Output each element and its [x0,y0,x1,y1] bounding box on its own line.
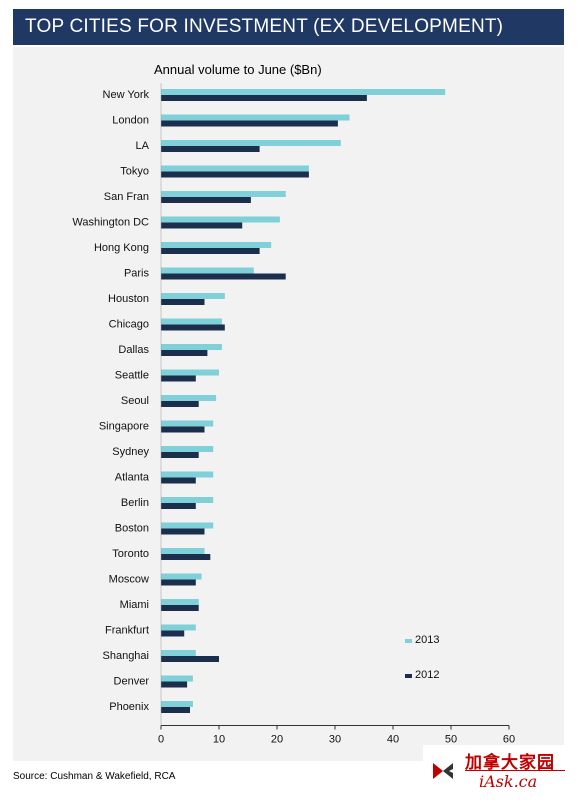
x-tick-label: 20 [271,734,283,746]
header-banner: TOP CITIES FOR INVESTMENT (EX DEVELOPMEN… [13,9,564,45]
bar-2012 [161,554,211,560]
logo-divider [465,770,565,771]
bar-2012 [161,452,199,458]
logo-mark-icon [433,763,453,779]
bar-2013 [161,446,214,452]
bar-2013 [161,522,214,529]
bar-2012 [161,401,199,407]
category-label: Boston [115,523,149,535]
bar-2013 [161,242,272,248]
bar-2012 [161,299,205,305]
category-label: Frankfurt [105,625,149,637]
category-label: Dallas [118,344,149,356]
x-tick-label: 30 [329,734,341,746]
bar-2012 [161,273,286,280]
bar-2013 [161,165,309,172]
category-label: Denver [114,676,150,688]
bar-2013 [161,701,193,707]
bar-2012 [161,707,190,713]
bar-2013 [161,267,254,274]
bar-2013 [161,114,350,121]
logo-chinese-text: 加拿大家园 [465,753,555,773]
chart-panel: Annual volume to June ($Bn) New York Londo… [13,47,564,761]
header-title: TOP CITIES FOR INVESTMENT (EX DEVELOPMEN… [25,16,504,37]
logo-english-text: iAsk.ca [479,772,538,791]
category-label: Moscow [109,574,149,586]
bar-2012 [161,95,367,101]
bar-2013 [161,420,214,427]
category-label: Hong Kong [94,242,149,254]
bar-2013 [161,140,341,146]
category-label: LA [136,140,150,152]
category-label: Paris [124,268,150,280]
x-tick-label: 40 [387,734,399,746]
bar-2012 [161,503,196,509]
bar-2012 [161,681,188,688]
bar-2013 [161,216,280,223]
category-label: Chicago [109,319,149,331]
category-label: Miami [120,599,149,611]
source-note: Source: Cushman & Wakefield, RCA [13,771,176,782]
x-tick-label: 60 [503,734,515,746]
category-label: Seattle [115,370,149,382]
chart-title: Annual volume to June ($Bn) [154,62,322,77]
bar-2013 [161,471,214,478]
legend-swatch-2012 [405,674,412,678]
bar-2012 [161,375,196,382]
bar-2012 [161,426,205,433]
bar-2012 [161,120,338,127]
bar-2013 [161,599,199,605]
bar-2013 [161,675,193,682]
bar-2012 [161,324,225,331]
bar-2013 [161,191,286,197]
bar-2012 [161,248,260,254]
bar-2013 [161,89,446,95]
category-label: London [112,115,149,127]
iask-logo: 加拿大家园 iAsk.ca [423,745,573,797]
category-label: New York [103,89,150,101]
legend-swatch-2013 [405,639,412,643]
category-label: Sydney [112,446,149,458]
x-tick-label: 10 [213,734,225,746]
bar-2013 [161,573,202,580]
bar-2012 [161,146,260,152]
category-label: Toronto [112,548,149,560]
bar-2012 [161,197,251,203]
legend-label-2013: 2013 [415,634,439,646]
category-label: San Fran [104,191,149,203]
category-label: Seoul [121,395,149,407]
bar-chart: Annual volume to June ($Bn) New York Londo… [72,62,515,746]
bar-2012 [161,605,199,611]
category-label: Washington DC [72,217,149,229]
bar-2012 [161,477,196,484]
bar-2012 [161,222,243,229]
category-label: Shanghai [103,650,150,662]
bar-2012 [161,656,219,662]
legend-label-2012: 2012 [415,669,439,681]
bar-2013 [161,293,225,299]
bar-2013 [161,344,222,350]
bar-2012 [161,528,205,535]
bar-2012 [161,171,309,178]
bar-2013 [161,318,222,325]
bar-2013 [161,369,219,376]
category-label: Houston [108,293,149,305]
bar-2013 [161,624,196,631]
category-label: Berlin [121,497,149,509]
category-label: Tokyo [120,166,149,178]
x-tick-label: 50 [445,734,457,746]
bar-2012 [161,350,208,356]
bar-2013 [161,548,205,554]
bar-2013 [161,395,217,401]
bar-2012 [161,630,185,637]
bar-2013 [161,650,196,656]
bar-2013 [161,497,214,503]
bar-2012 [161,579,196,586]
category-label: Singapore [99,421,149,433]
category-label: Phoenix [109,701,149,713]
category-label: Atlanta [115,472,150,484]
x-tick-label: 0 [158,734,164,746]
